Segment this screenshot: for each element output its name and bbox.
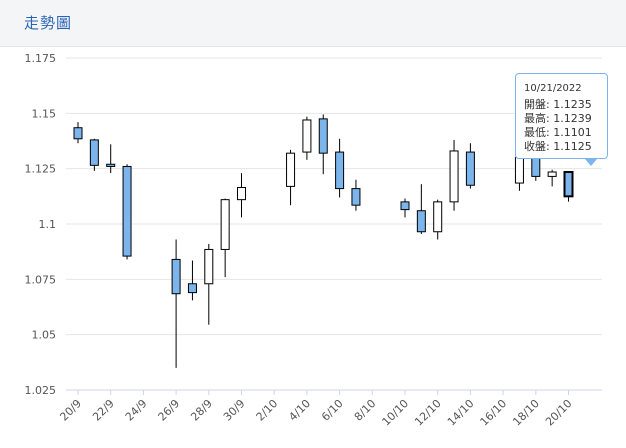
tooltip-open-value: 1.1235 — [553, 98, 592, 111]
tooltip-high-label: 最高: — [524, 112, 550, 125]
x-tick-label: 20/9 — [57, 397, 84, 424]
x-tick-label: 20/10 — [543, 397, 575, 429]
candle-body — [563, 170, 574, 198]
candle-body — [433, 201, 443, 233]
x-tick-label: 10/10 — [380, 397, 412, 429]
page-title: 走勢圖 — [24, 14, 73, 32]
candle-body — [400, 201, 410, 211]
y-tick-label: 1.15 — [32, 107, 57, 120]
x-tick-label: 24/9 — [123, 397, 150, 424]
candle-body — [122, 165, 132, 257]
candle-body — [514, 157, 524, 184]
y-tick-label: 1.1 — [39, 218, 57, 231]
tooltip-open-label: 開盤: — [524, 98, 550, 111]
y-tick-label: 1.075 — [25, 273, 57, 286]
candle-body — [547, 171, 557, 177]
tooltip-close-label: 收盤: — [524, 140, 550, 153]
tooltip-low-row: 最低: 1.1101 — [524, 126, 607, 140]
y-tick-label: 1.125 — [25, 163, 57, 176]
tooltip-low-value: 1.1101 — [553, 126, 592, 139]
x-tick-label: 12/10 — [412, 397, 444, 429]
chart-tooltip: 10/21/2022 開盤: 1.1235 最高: 1.1239 最低: 1.1… — [515, 73, 608, 159]
x-tick-label: 28/9 — [188, 397, 215, 424]
candle-body — [449, 150, 459, 203]
candle-body — [318, 118, 328, 154]
x-tick-label: 14/10 — [445, 397, 477, 429]
y-tick-label: 1.025 — [25, 384, 57, 397]
tooltip-close-value: 1.1125 — [553, 140, 592, 153]
chart-header: 走勢圖 — [0, 0, 626, 47]
tooltip-high-value: 1.1239 — [553, 112, 592, 125]
candle-body — [89, 139, 99, 166]
candle-body — [416, 210, 426, 233]
candle-body — [531, 157, 541, 177]
candle-body — [351, 188, 361, 206]
candle-body — [204, 248, 214, 285]
x-tick-label: 2/10 — [254, 397, 281, 424]
x-tick-label: 4/10 — [286, 397, 313, 424]
y-tick-label: 1.05 — [32, 329, 57, 342]
candle-body — [73, 127, 83, 140]
candle-body — [286, 152, 296, 187]
tooltip-high-row: 最高: 1.1239 — [524, 112, 607, 126]
candle-body — [465, 151, 475, 186]
candle-body — [237, 186, 246, 201]
x-tick-label: 30/9 — [221, 397, 248, 424]
x-tick-label: 6/10 — [319, 397, 346, 424]
tooltip-low-label: 最低: — [524, 126, 550, 139]
candle-body — [171, 258, 181, 295]
candle-body — [220, 199, 230, 250]
x-tick-label: 16/10 — [478, 397, 510, 429]
x-tick-label: 22/9 — [90, 397, 117, 424]
candle-body — [187, 283, 197, 294]
y-tick-label: 1.175 — [25, 52, 57, 65]
tooltip-arrow — [585, 159, 597, 166]
candle-body — [106, 163, 116, 167]
x-tick-label: 18/10 — [510, 397, 542, 429]
x-tick-label: 26/9 — [156, 397, 183, 424]
candle-body — [302, 119, 312, 153]
candle-body — [335, 151, 345, 190]
tooltip-date: 10/21/2022 — [524, 83, 582, 94]
x-tick-label: 8/10 — [352, 397, 379, 424]
tooltip-open-row: 開盤: 1.1235 — [524, 98, 607, 112]
tooltip-close-row: 收盤: 1.1125 — [524, 140, 607, 154]
